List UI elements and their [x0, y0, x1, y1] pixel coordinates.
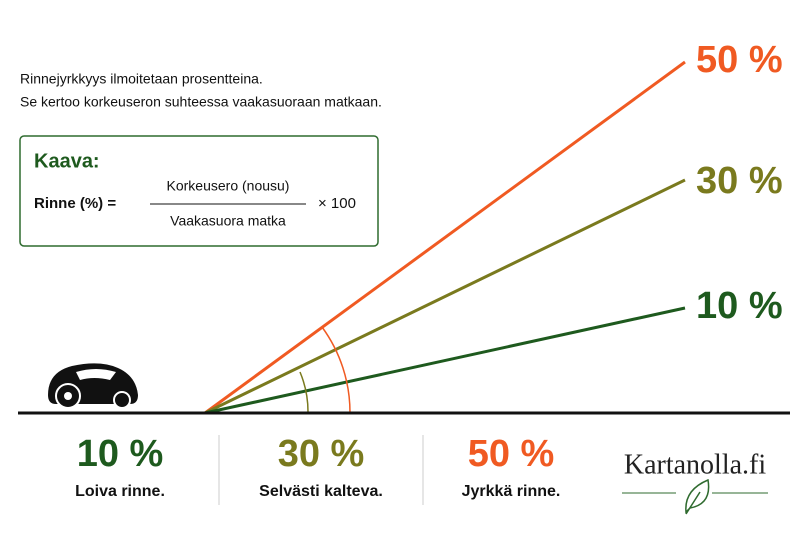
intro-line: Se kertoo korkeuseron suhteessa vaakasuo…: [20, 94, 382, 110]
slope-label: 50 %: [696, 39, 783, 81]
intro-line: Rinnejyrkkyys ilmoitetaan prosentteina.: [20, 71, 263, 87]
slope-line-10: [204, 306, 686, 415]
formula-lhs: Rinne (%) =: [34, 195, 116, 212]
formula-numerator: Korkeusero (nousu): [167, 178, 290, 194]
legend-description: Jyrkkä rinne.: [462, 483, 561, 500]
formula-title: Kaava:: [34, 150, 100, 172]
formula-denominator: Vaakasuora matka: [170, 213, 286, 229]
legend-description: Selvästi kalteva.: [259, 483, 383, 500]
legend-value: 50 %: [468, 433, 555, 475]
formula-multiplier: × 100: [318, 195, 356, 212]
legend-description: Loiva rinne.: [75, 483, 165, 500]
slope-line-30: [204, 178, 686, 415]
slope-line-50: [204, 60, 686, 415]
legend-value: 30 %: [278, 433, 365, 475]
logo: Kartanolla.fi: [624, 449, 766, 480]
slope-label: 30 %: [696, 160, 783, 202]
slope-label: 10 %: [696, 285, 783, 327]
mower-icon: [48, 363, 138, 409]
formula-box: [19, 135, 379, 247]
angle-arc: [321, 326, 351, 414]
logo-leaf: [685, 478, 710, 515]
legend-value: 10 %: [77, 433, 164, 475]
